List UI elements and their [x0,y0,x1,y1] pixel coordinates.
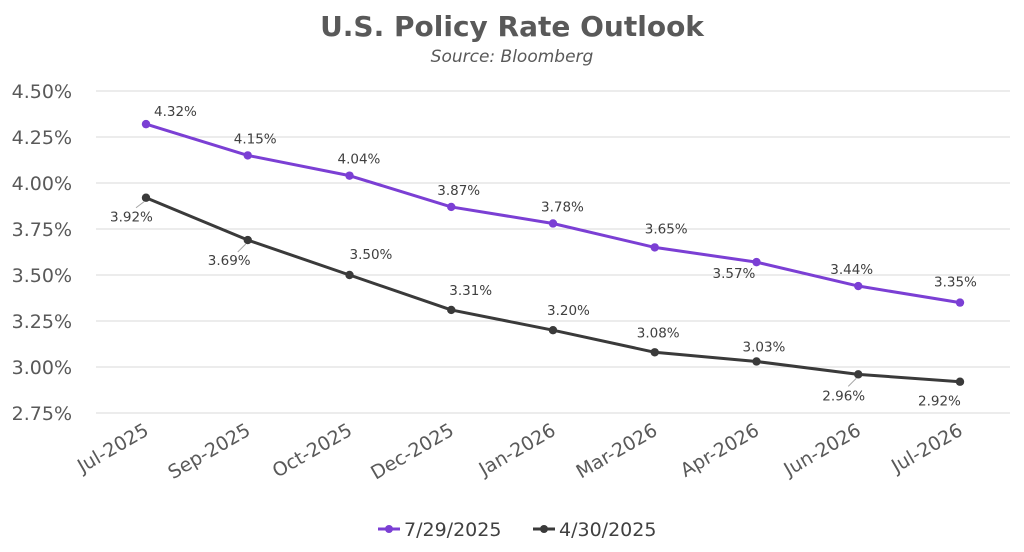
x-tick-label: Jan-2026 [474,419,559,481]
data-label: 3.31% [449,283,492,299]
x-tick-label: Jul-2026 [887,419,967,478]
data-point [752,357,761,366]
data-point [345,270,354,280]
y-tick-label: 2.75% [12,403,72,425]
data-point [345,171,354,180]
data-label: 3.44% [830,262,873,278]
data-point [141,119,151,129]
data-point [141,193,151,202]
leader-line [237,243,247,253]
y-tick-label: 3.25% [12,311,72,333]
y-tick-label: 3.75% [12,219,72,241]
y-tick-label: 4.00% [12,173,72,195]
data-point [243,235,252,245]
leader-line [135,201,145,209]
x-tick-label: Apr-2026 [677,419,763,481]
legend-swatch-marker [540,525,548,533]
data-point [854,370,863,379]
data-label: 3.78% [541,199,584,215]
data-point [650,243,659,252]
data-point [955,377,965,386]
x-tick-label: Mar-2026 [572,419,661,483]
data-label: 4.32% [154,104,197,120]
legend-label: 7/29/2025 [404,519,501,541]
y-tick-label: 3.00% [12,357,72,379]
data-label: 3.08% [637,325,680,341]
data-label: 4.04% [338,152,381,168]
data-point [854,281,863,291]
data-label: 3.50% [350,247,393,263]
data-point [752,257,761,267]
data-label: 3.35% [934,275,977,291]
x-tick-label: Oct-2025 [269,419,356,482]
chart-subtitle: Source: Bloomberg [430,47,594,67]
x-tick-label: Dec-2025 [367,419,458,484]
x-tick-label: Jun-2026 [779,419,864,481]
data-label: 3.03% [743,339,786,355]
data-label: 3.20% [547,303,590,319]
data-label: 3.57% [713,266,756,282]
data-point [447,305,456,315]
data-label: 4.15% [234,131,277,147]
y-tick-label: 4.25% [12,127,72,149]
legend-label: 4/30/2025 [559,519,656,541]
data-point [548,326,558,335]
data-label: 3.87% [437,183,480,199]
data-label: 3.92% [110,210,153,226]
data-point [447,202,456,212]
data-point [243,151,252,160]
data-point [650,348,659,357]
data-point [955,298,965,307]
x-tick-label: Sep-2025 [164,419,254,484]
y-tick-label: 4.50% [12,81,72,103]
x-tick-label: Jul-2025 [73,419,153,478]
legend-swatch-marker [385,525,393,533]
data-point [548,219,558,228]
data-label: 3.69% [208,253,251,269]
data-label: 2.92% [918,394,961,410]
chart-title: U.S. Policy Rate Outlook [320,10,704,43]
data-label: 2.96% [822,388,865,404]
data-label: 3.65% [645,221,688,237]
leader-line [847,378,857,387]
y-tick-label: 3.50% [12,265,72,287]
